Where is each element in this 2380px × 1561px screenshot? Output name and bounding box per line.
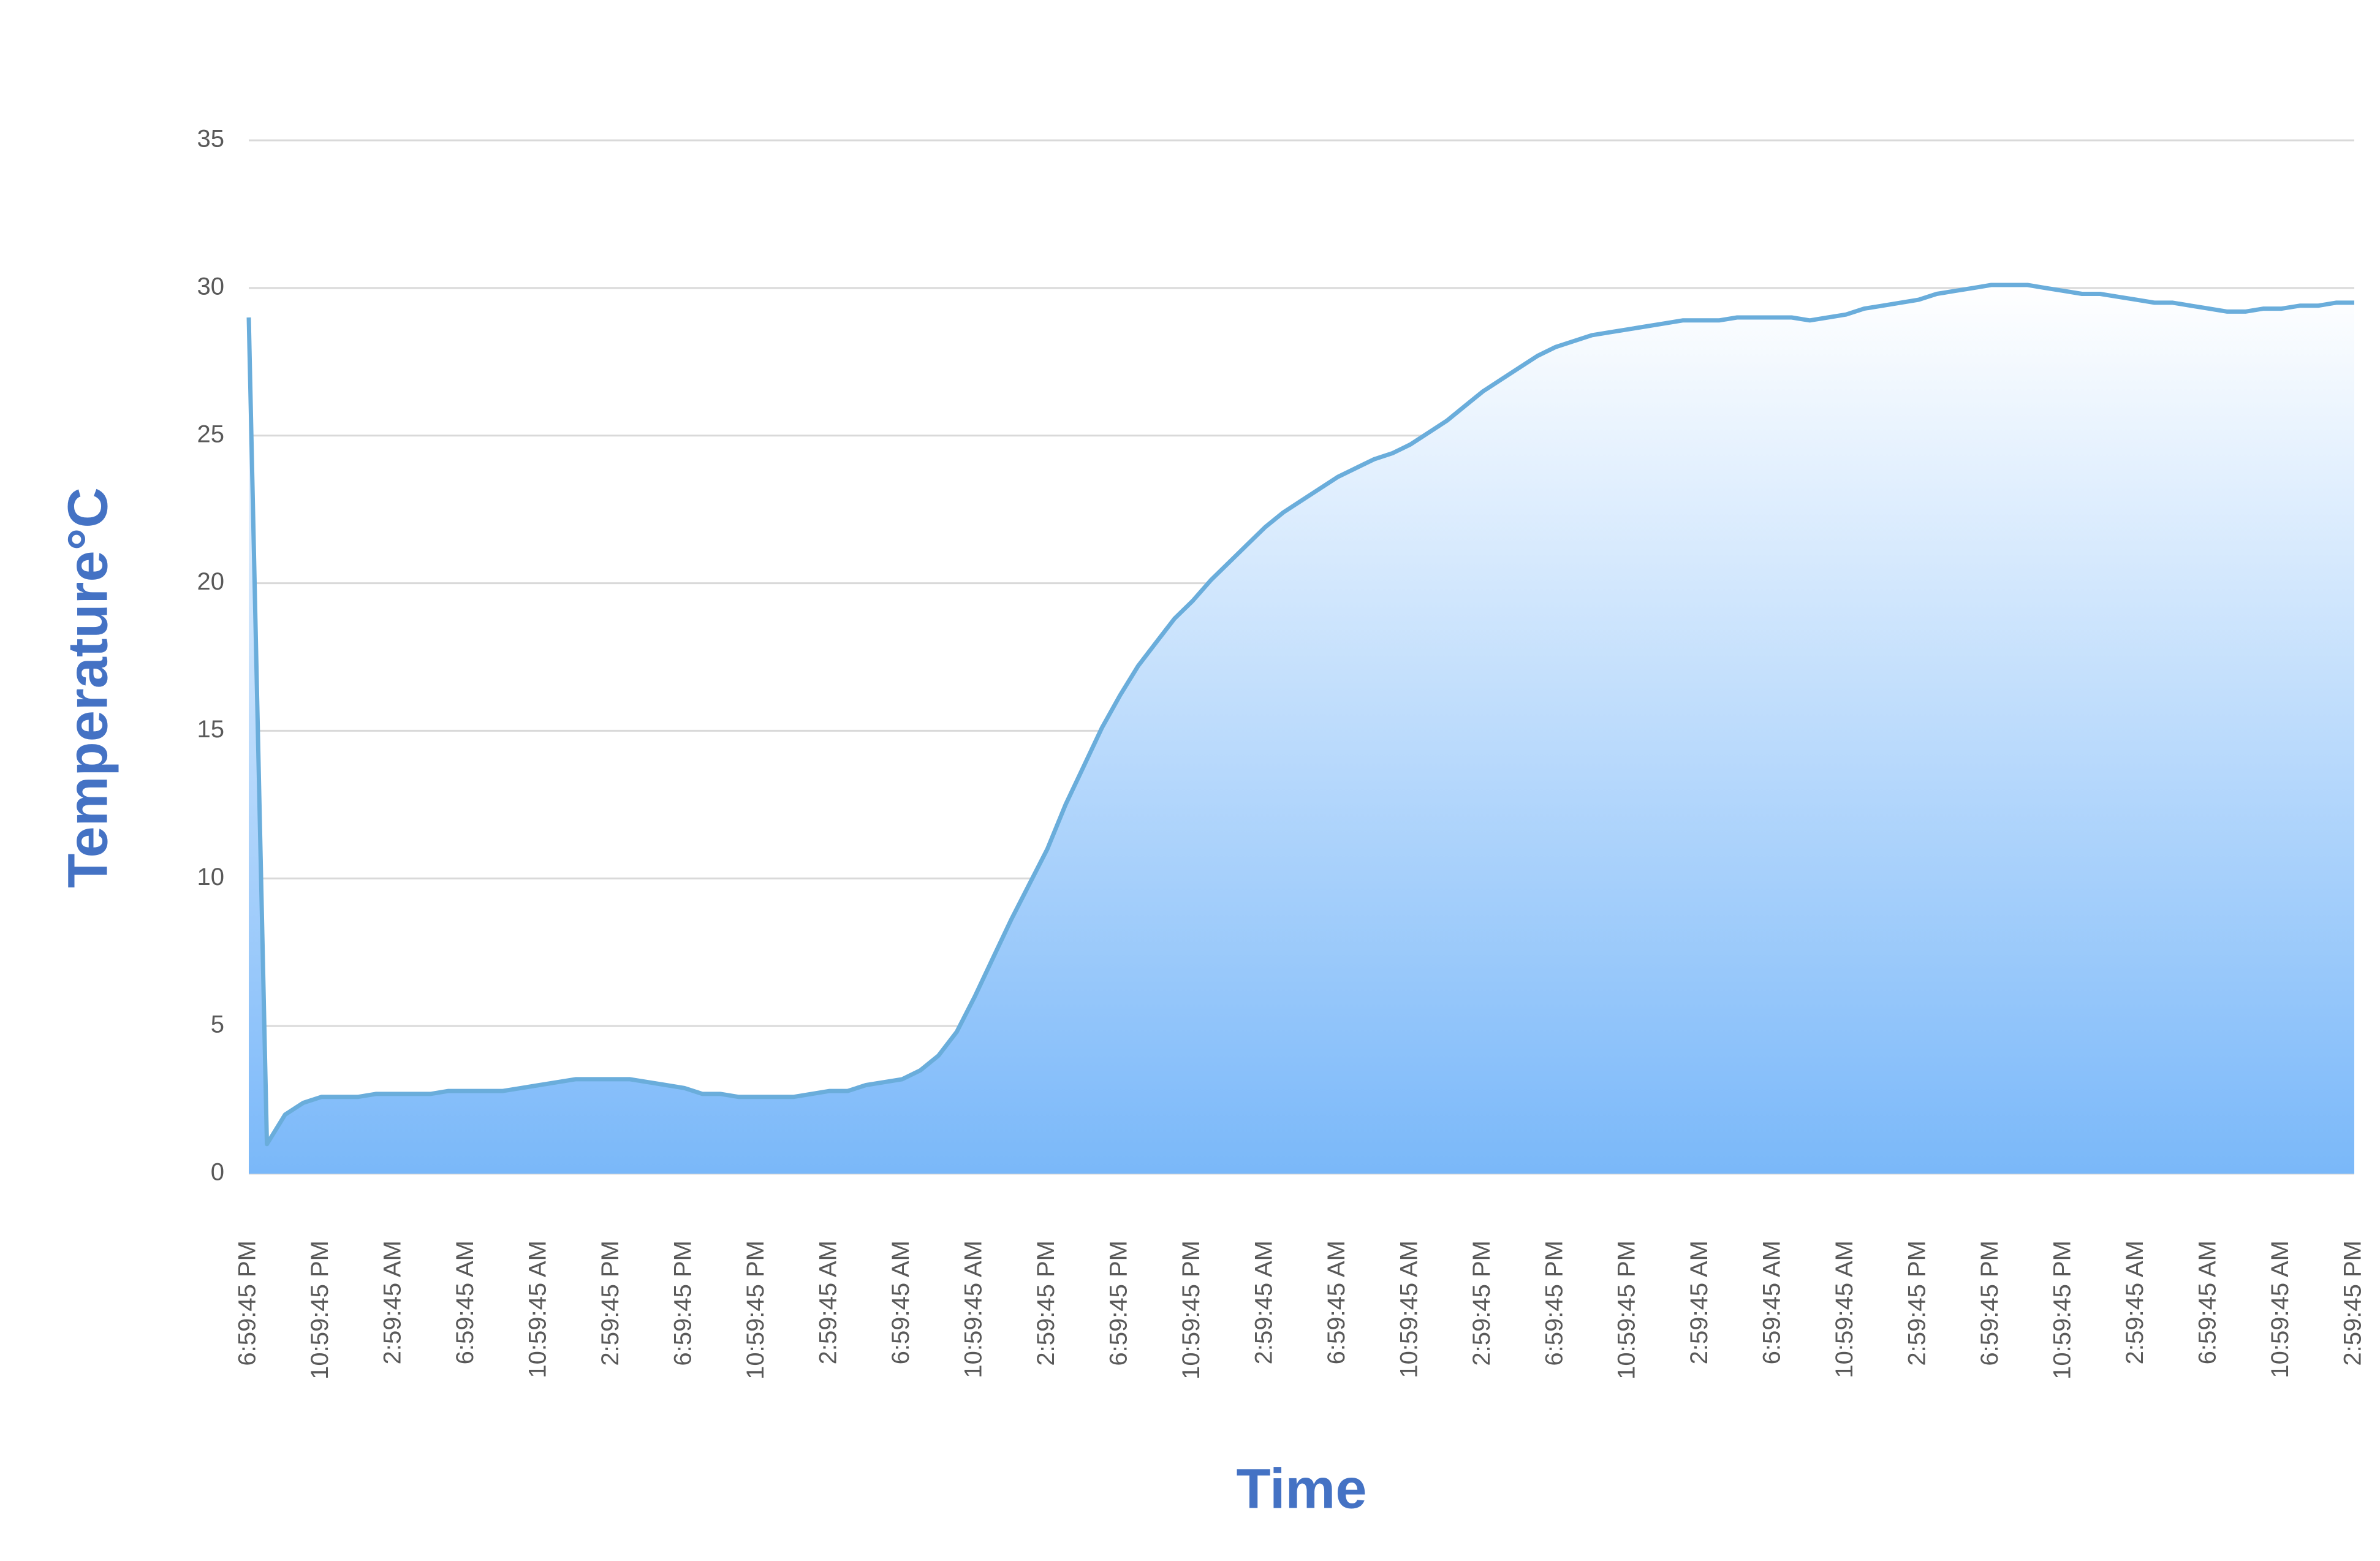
x-tick-label: 2:59:45 AM [1686, 1240, 1713, 1364]
y-tick-label: 25 [197, 420, 225, 447]
x-tick-label: 2:59:45 PM [2340, 1240, 2367, 1366]
line [246, 283, 2354, 1147]
x-tick-label: 2:59:45 AM [2121, 1240, 2148, 1364]
y-tick-label: 15 [197, 716, 225, 743]
y-tick-label: 30 [197, 273, 225, 300]
x-tick-label: 6:59:45 PM [1105, 1240, 1132, 1366]
x-tick-label: 2:59:45 AM [1250, 1240, 1277, 1364]
x-tick-label: 10:59:45 AM [1831, 1240, 1858, 1378]
x-tick-label: 6:59:45 AM [887, 1240, 914, 1364]
x-tick-label: 6:59:45 PM [669, 1240, 696, 1366]
x-tick-label: 6:59:45 AM [452, 1240, 479, 1364]
x-tick-label: 2:59:45 PM [1468, 1240, 1495, 1366]
x-tick-label: 2:59:45 PM [1033, 1240, 1059, 1366]
y-tick-label: 20 [197, 568, 225, 595]
x-tick-label: 10:59:45 AM [524, 1240, 551, 1378]
y-axis-title: Temperature°C [56, 487, 119, 888]
x-tick-label: 6:59:45 PM [1541, 1240, 1567, 1366]
x-tick-label: 6:59:45 AM [1759, 1240, 1786, 1364]
x-tick-label: 2:59:45 AM [814, 1240, 841, 1364]
x-tick-label: 10:59:45 AM [2267, 1240, 2294, 1378]
x-tick-label: 10:59:45 AM [1395, 1240, 1422, 1378]
x-tick-label: 6:59:45 PM [1976, 1240, 2003, 1366]
x-tick-label: 6:59:45 AM [1323, 1240, 1350, 1364]
area [249, 285, 2354, 1174]
x-tick-label: 2:59:45 PM [597, 1240, 624, 1366]
y-tick-label: 10 [197, 864, 225, 891]
y-tick-label: 35 [197, 126, 225, 153]
y-tick-label: 5 [211, 1011, 224, 1038]
x-axis-title: Time [1236, 1457, 1366, 1520]
x-tick-label: 10:59:45 PM [2049, 1240, 2076, 1380]
x-tick-label: 10:59:45 PM [1613, 1240, 1640, 1380]
x-tick-label: 10:59:45 PM [742, 1240, 769, 1380]
x-tick-label: 2:59:45 AM [379, 1240, 406, 1364]
x-tick-label: 2:59:45 PM [1904, 1240, 1931, 1366]
x-tick-label: 10:59:45 PM [1178, 1240, 1205, 1380]
x-tick-label: 6:59:45 AM [2194, 1240, 2221, 1364]
x-tick-label: 10:59:45 PM [306, 1240, 333, 1380]
x-tick-label: 10:59:45 AM [960, 1240, 987, 1378]
y-tick-label: 0 [211, 1159, 224, 1186]
x-tick-label: 6:59:45 PM [234, 1240, 261, 1366]
